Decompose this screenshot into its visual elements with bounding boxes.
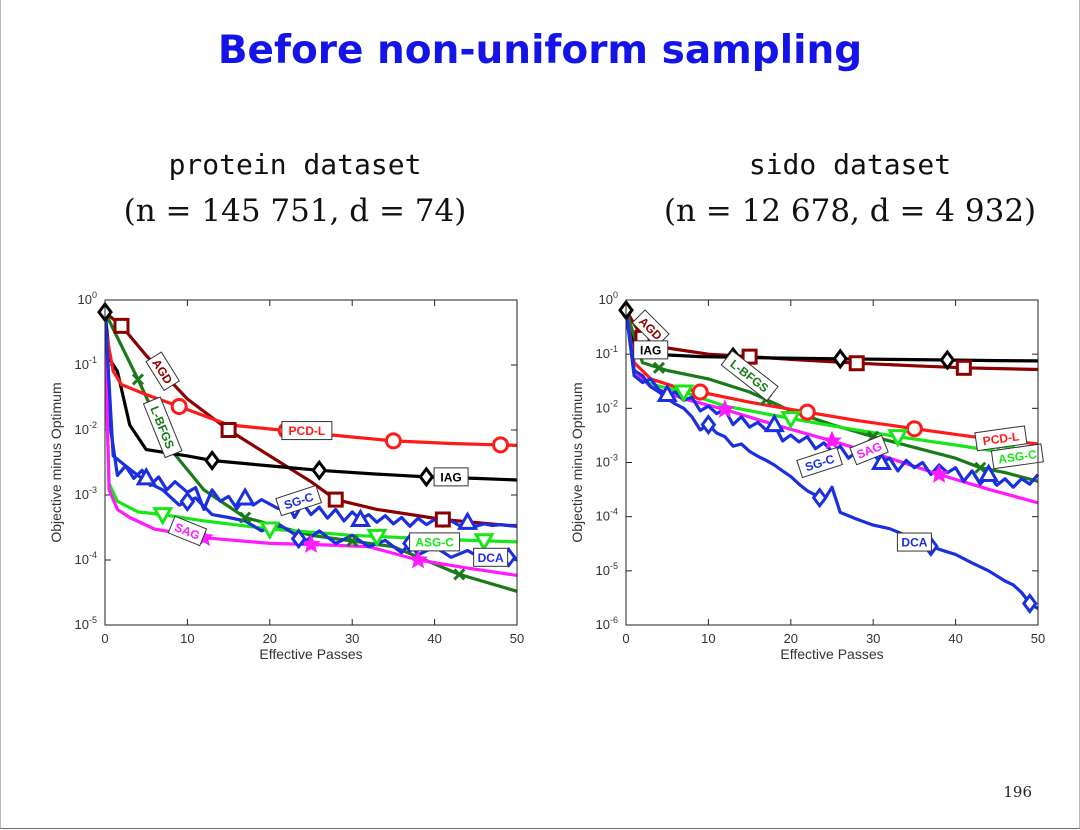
y-tick-label: 10-3 <box>75 485 97 502</box>
y-tick-label: 100 <box>78 290 97 307</box>
marker-agd <box>115 319 128 332</box>
y-tick-label: 10-1 <box>596 344 618 361</box>
label-text: ASG-C <box>415 535 454 549</box>
marker-sg-c <box>766 417 782 431</box>
x-tick-label: 40 <box>427 631 441 646</box>
marker-sg-c <box>237 490 253 504</box>
y-tick-label: 10-4 <box>596 507 618 524</box>
marker-asg-c <box>476 535 492 549</box>
y-tick-label: 10-1 <box>75 355 97 372</box>
marker-sg-c <box>460 514 476 528</box>
y-tick-label: 10-5 <box>596 561 618 578</box>
x-tick-label: 10 <box>180 631 194 646</box>
label-text: PCD-L <box>289 424 326 438</box>
marker-dca <box>814 490 826 506</box>
y-tick-label: 10-3 <box>596 453 618 470</box>
marker-sag <box>931 466 948 482</box>
marker-agd <box>957 361 970 374</box>
page-number: 196 <box>1003 783 1032 801</box>
series-label-asg-c: ASG-C <box>410 533 460 551</box>
x-tick-label: 50 <box>1031 631 1045 646</box>
x-tick-label: 0 <box>622 631 629 646</box>
marker-dca <box>181 494 193 510</box>
dataset-name: protein dataset <box>85 142 505 188</box>
y-axis-label: Objective minus Optimum <box>569 382 585 542</box>
series-label-dca: DCA <box>897 533 931 551</box>
series-label-iag: IAG <box>434 468 468 486</box>
y-tick-label: 10-2 <box>596 398 618 415</box>
marker-iag <box>313 462 325 478</box>
marker-agd <box>850 357 863 370</box>
series-label-iag: IAG <box>634 341 668 359</box>
x-axis-label: Effective Passes <box>259 646 362 662</box>
x-tick-label: 10 <box>701 631 715 646</box>
x-tick-label: 20 <box>263 631 277 646</box>
protein-convergence-chart: 100 10-1 10-2 10-3 10-4 10-5 0 10 20 30 40 50 Effect… <box>40 285 540 685</box>
marker-iag <box>206 452 218 468</box>
marker-pcd-l <box>907 422 921 436</box>
marker-agd <box>329 493 342 506</box>
label-text: DCA <box>478 551 504 565</box>
marker-iag <box>834 351 846 367</box>
y-tick-label: 10-6 <box>596 615 618 632</box>
series-line-sag <box>626 310 1038 503</box>
marker-pcd-l <box>693 385 707 399</box>
x-tick-label: 20 <box>784 631 798 646</box>
series-label-dca: DCA <box>474 548 508 566</box>
x-axis-label: Effective Passes <box>780 646 883 662</box>
slide-title: Before non-uniform sampling <box>0 28 1080 73</box>
x-tick-label: 30 <box>345 631 359 646</box>
marker-agd <box>222 424 235 437</box>
y-tick-label: 10-2 <box>75 420 97 437</box>
marker-asg-c <box>262 523 278 537</box>
y-tick-label: 100 <box>599 290 618 307</box>
marker-asg-c <box>783 412 799 426</box>
label-text: DCA <box>901 536 927 550</box>
series-line-iag <box>626 310 1038 361</box>
protein-dataset-heading: protein dataset (n = 145 751, d = 74) <box>85 142 505 234</box>
dataset-name: sido dataset <box>640 142 1060 188</box>
marker-iag <box>420 469 432 485</box>
series-label-sg-c: SG-C <box>797 447 843 477</box>
series-label-pcd-l: PCD-L <box>282 422 332 440</box>
plot-frame <box>105 300 517 625</box>
x-tick-label: 30 <box>866 631 880 646</box>
dataset-params: (n = 145 751, d = 74) <box>85 188 505 234</box>
x-tick-label: 50 <box>510 631 524 646</box>
dataset-params: (n = 12 678, d = 4 932) <box>640 188 1060 234</box>
marker-agd <box>436 513 449 526</box>
x-tick-label: 0 <box>101 631 108 646</box>
sido-dataset-heading: sido dataset (n = 12 678, d = 4 932) <box>640 142 1060 234</box>
marker-pcd-l <box>800 405 814 419</box>
y-tick-label: 10-5 <box>75 615 97 632</box>
x-tick-label: 40 <box>948 631 962 646</box>
marker-pcd-l <box>494 438 508 452</box>
label-text: IAG <box>440 470 461 484</box>
marker-pcd-l <box>386 434 400 448</box>
marker-pcd-l <box>172 399 186 413</box>
marker-asg-c <box>155 509 171 523</box>
y-axis-label: Objective minus Optimum <box>48 382 64 542</box>
y-tick-label: 10-4 <box>75 550 97 567</box>
sido-convergence-chart: 100 10-1 10-2 10-3 10-4 10-5 10-6 0 10 20 30 40 50 Ef… <box>560 285 1060 685</box>
label-text: IAG <box>640 343 661 357</box>
